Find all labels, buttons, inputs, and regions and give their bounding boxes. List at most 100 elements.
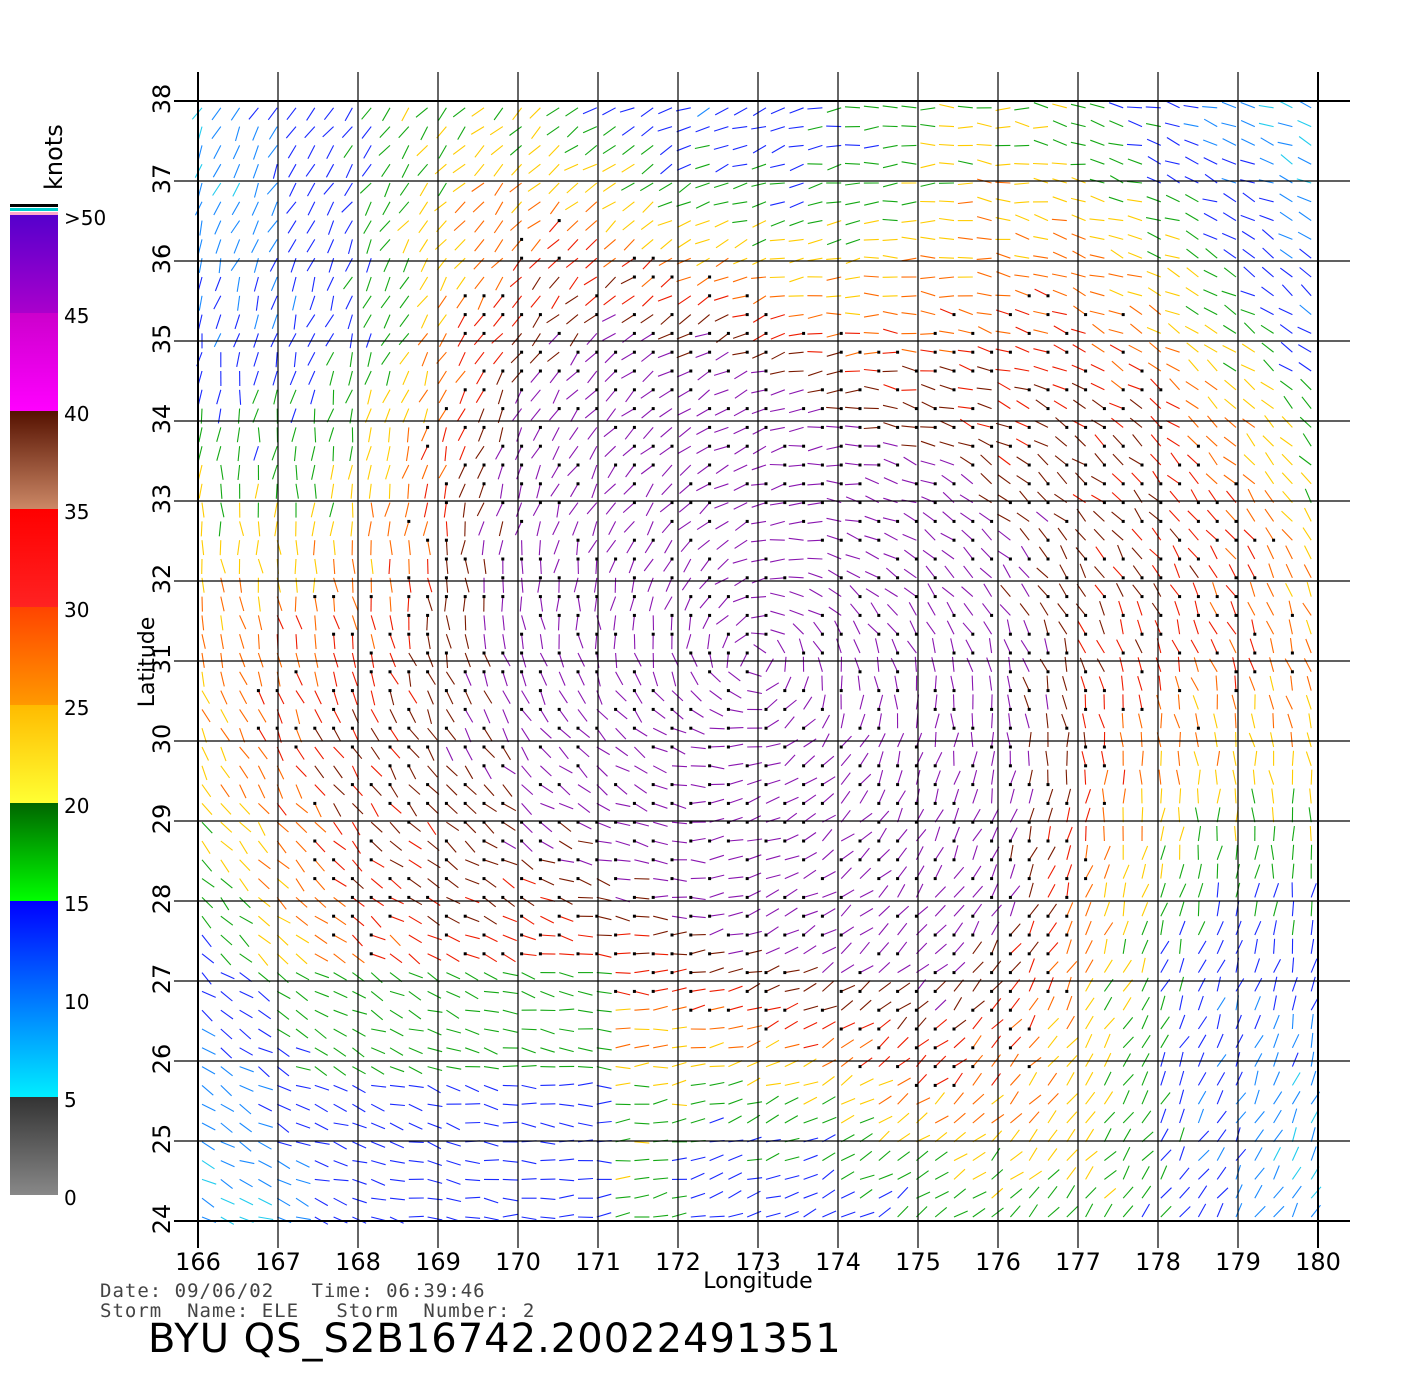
wind-vector (456, 276, 466, 290)
rain-flag-marker (1008, 632, 1012, 636)
wind-vector (1185, 230, 1199, 240)
wind-vector (596, 1028, 612, 1033)
wind-vector (946, 601, 955, 616)
wind-vector (239, 784, 247, 799)
wind-vector (1020, 640, 1030, 654)
wind-vector (1291, 788, 1295, 804)
wind-vector (258, 1028, 272, 1038)
wind-vector (671, 1006, 687, 1011)
wind-vector (1216, 976, 1222, 992)
wind-vector (784, 907, 798, 917)
wind-vector (427, 765, 438, 778)
rain-flag-marker (858, 388, 862, 392)
wind-vector (333, 746, 345, 759)
wind-vector (333, 878, 347, 887)
wind-vector (1308, 807, 1312, 823)
wind-vector (728, 950, 744, 955)
wind-vector (1028, 826, 1032, 842)
rain-flag-marker (444, 689, 448, 693)
rain-flag-marker (764, 783, 768, 787)
wind-vector (201, 502, 205, 518)
wind-vector (953, 1112, 966, 1124)
wind-vector (333, 540, 336, 556)
wind-vector (613, 615, 617, 631)
rain-flag-marker (764, 707, 768, 711)
wind-vector (1196, 788, 1199, 804)
wind-vector (370, 784, 382, 796)
wind-vector (634, 1044, 650, 1049)
rain-flag-marker (1084, 707, 1088, 711)
wind-vector (445, 521, 448, 537)
wind-vector (532, 314, 541, 328)
wind-vector (201, 709, 211, 723)
wind-vector (634, 969, 650, 974)
wind-vector (1164, 254, 1180, 259)
wind-vector (1122, 938, 1127, 954)
wind-vector (481, 540, 485, 556)
wind-vector (364, 201, 372, 216)
wind-vector (1148, 511, 1162, 522)
rain-flag-marker (858, 858, 862, 862)
wind-vector (822, 928, 837, 936)
rain-flag-marker (914, 745, 918, 749)
wind-vector (483, 1159, 500, 1162)
wind-vector (1072, 420, 1086, 428)
wind-vector (314, 709, 323, 723)
wind-vector (254, 483, 259, 499)
wind-vector (1071, 214, 1086, 222)
wind-vector (1259, 214, 1274, 222)
wind-vector (770, 445, 786, 453)
wind-vector (1273, 1091, 1283, 1105)
rain-flag-marker (369, 651, 373, 655)
wind-vector (621, 163, 635, 173)
rain-flag-marker (388, 764, 392, 768)
rain-flag-marker (1027, 914, 1031, 918)
wind-vector (398, 333, 410, 346)
wind-vector (1281, 453, 1293, 466)
wind-vector (1291, 920, 1295, 936)
wind-vector (577, 1009, 593, 1014)
wind-vector (769, 539, 785, 541)
wind-vector (709, 765, 725, 770)
wind-vector (1160, 920, 1164, 936)
wind-vector (1116, 639, 1124, 654)
wind-vector (1305, 638, 1312, 654)
wind-vector (1310, 901, 1313, 917)
wind-vector (1214, 732, 1218, 748)
wind-vector (1134, 508, 1143, 522)
wind-vector (696, 426, 710, 435)
wind-vector (549, 201, 560, 215)
wind-vector (1205, 248, 1218, 259)
wind-vector (546, 126, 560, 136)
wind-vector (1291, 863, 1295, 879)
wind-vector (509, 126, 522, 136)
wind-vector (1108, 102, 1124, 109)
wind-vector (991, 1073, 1001, 1086)
rain-flag-marker (369, 783, 373, 787)
wind-vector (370, 709, 379, 723)
wind-vector (622, 502, 635, 514)
wind-vector (1033, 384, 1049, 391)
wind-vector (621, 126, 635, 136)
wind-vector (878, 849, 890, 861)
wind-vector (897, 1093, 909, 1105)
wind-vector (427, 1216, 443, 1221)
rain-flag-marker (1084, 858, 1088, 862)
wind-vector (530, 389, 541, 402)
wind-vector (1028, 1094, 1042, 1105)
wind-vector (901, 479, 917, 485)
wind-vector (863, 220, 879, 225)
rain-flag-marker (538, 745, 542, 749)
wind-vector (389, 784, 399, 798)
rain-flag-marker (332, 632, 336, 636)
wind-vector (653, 1066, 669, 1069)
rain-flag-marker (1084, 764, 1088, 768)
rain-flag-marker (877, 764, 881, 768)
wind-vector (1242, 474, 1256, 485)
wind-vector (972, 941, 983, 955)
wind-vector (864, 515, 879, 522)
wind-vector (1212, 582, 1218, 597)
rain-flag-marker (482, 858, 486, 862)
wind-vector (239, 1141, 252, 1152)
wind-vector (1179, 1051, 1184, 1067)
